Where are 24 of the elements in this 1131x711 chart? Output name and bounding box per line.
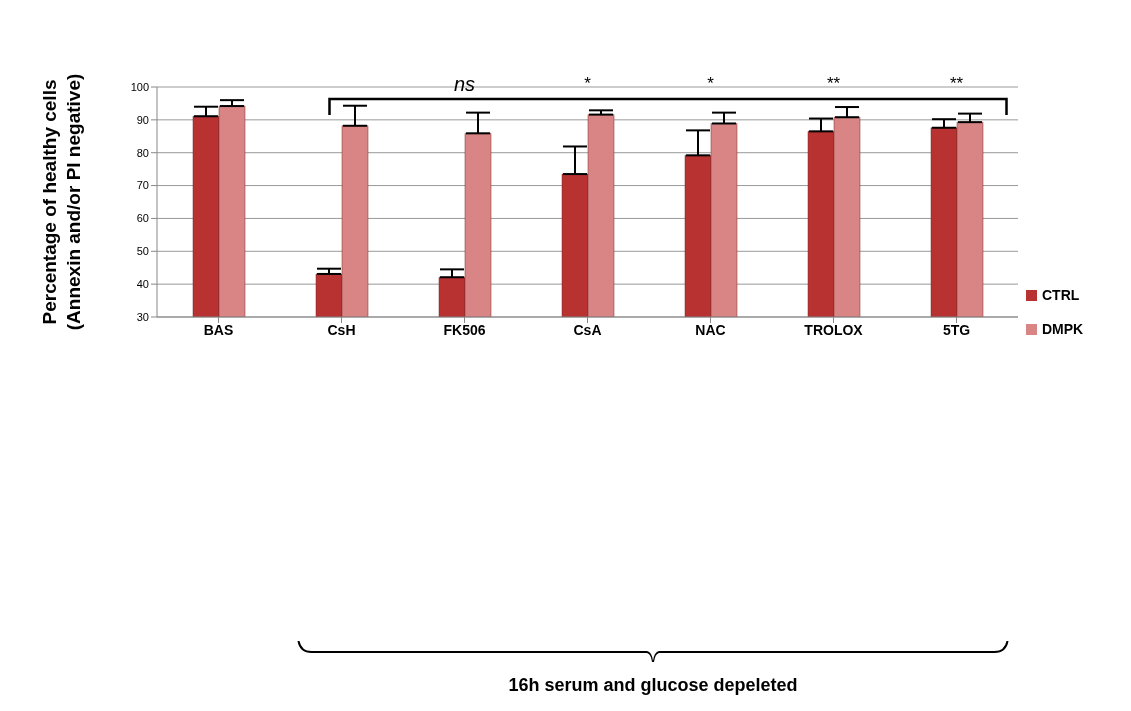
annotation: * <box>584 74 592 93</box>
legend-label: DMPK <box>1042 321 1084 337</box>
x-tick-label: BAS <box>203 321 234 338</box>
annotation: * <box>707 74 715 93</box>
x-tick-label: FK506 <box>443 321 486 338</box>
y-tick-label: 100 <box>130 80 149 93</box>
x-tick-label: CsH <box>327 321 356 338</box>
y-axis-title: Percentage of healthy cells (Annexin and/or PI negative) <box>39 73 84 331</box>
annotation: ** <box>826 74 841 93</box>
annotation: ns <box>453 73 476 95</box>
annotation: ** <box>949 74 964 93</box>
y-tick-label: 30 <box>136 310 149 323</box>
y-tick-label: 90 <box>136 113 149 126</box>
y-tick-label: 80 <box>136 146 149 159</box>
x-tick-label: NAC <box>695 321 726 338</box>
text: 16h serum and glucose depeleted <box>508 675 798 695</box>
x-tick-label: CsA <box>573 321 602 338</box>
x-tick-label: 5TG <box>942 321 971 338</box>
legend-label: CTRL <box>1042 287 1080 303</box>
y-tick-label: 70 <box>136 179 149 192</box>
x-tick-label: TROLOX <box>804 321 864 338</box>
y-tick-label: 40 <box>136 278 149 291</box>
y-tick-label: 60 <box>136 212 149 225</box>
y-tick-label: 50 <box>136 245 149 258</box>
